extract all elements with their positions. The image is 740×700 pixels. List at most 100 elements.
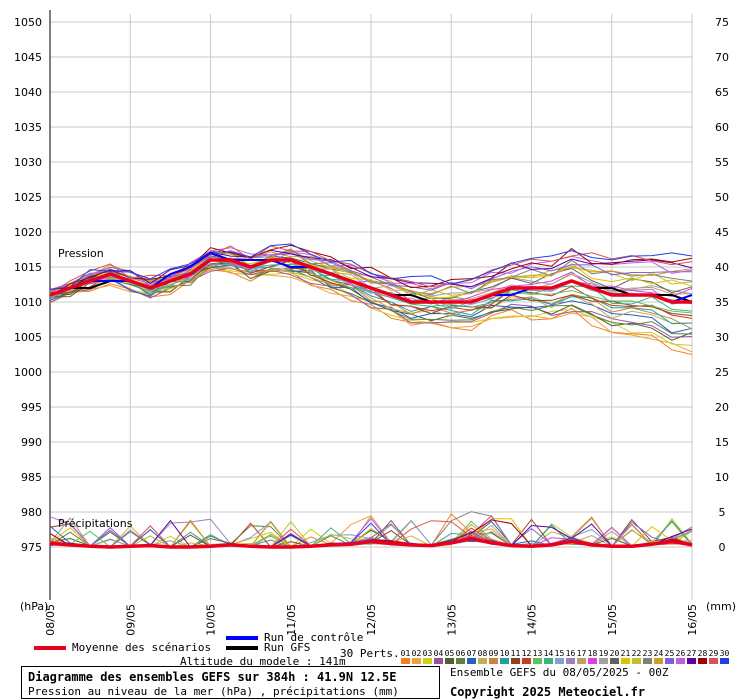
- member-legend-swatch: [687, 658, 696, 664]
- member-legend-item: 06: [455, 649, 466, 664]
- y-right-tick-label: 65: [715, 86, 729, 99]
- member-legend-item: 03: [422, 649, 433, 664]
- member-legend-label: 29: [708, 649, 719, 658]
- member-legend-item: 26: [675, 649, 686, 664]
- y-left-tick-label: 1005: [14, 331, 42, 344]
- member-legend-label: 07: [466, 649, 477, 658]
- y-left-unit: (hPa): [20, 600, 48, 613]
- y-right-unit: (mm): [706, 600, 736, 613]
- y-left-tick-label: 995: [21, 401, 42, 414]
- main-lines: [49, 251, 693, 549]
- y-right-tick-label: 0: [719, 541, 726, 554]
- member-legend-item: 02: [411, 649, 422, 664]
- y-right-tick-label: 60: [715, 121, 729, 134]
- member-legend-swatch: [533, 658, 542, 664]
- legend-control: Run de contrôle: [226, 631, 363, 644]
- y-left-tick-label: 1000: [14, 366, 42, 379]
- y-left-tick-label: 990: [21, 436, 42, 449]
- altitude-label: Altitude du modele : 141m: [180, 655, 346, 668]
- members-legend: 01 02 03 04 05 06 07 08 09 10 11 12 13 14 15 16 17 18 19 20…: [400, 641, 730, 664]
- member-legend-label: 17: [576, 649, 587, 658]
- member-pressure-line: [49, 244, 693, 297]
- x-tick-label: 09/05: [124, 604, 137, 636]
- y-left-tick-label: 1050: [14, 16, 42, 29]
- x-tick-label: 15/05: [606, 604, 619, 636]
- member-legend-label: 16: [565, 649, 576, 658]
- y-right-tick-label: 30: [715, 331, 729, 344]
- member-legend-item: 01: [400, 649, 411, 664]
- member-legend-item: 21: [620, 649, 631, 664]
- member-legend-swatch: [500, 658, 509, 664]
- member-legend-item: 20: [609, 649, 620, 664]
- legend-gfs-label: Run GFS: [264, 641, 311, 654]
- y-right-tick-label: 20: [715, 401, 729, 414]
- member-legend-swatch: [610, 658, 619, 664]
- member-legend-swatch: [445, 658, 454, 664]
- member-legend-item: 10: [499, 649, 510, 664]
- legend-gfs: Run GFS: [226, 641, 310, 654]
- member-legend-swatch: [577, 658, 586, 664]
- footer-title: Diagramme des ensembles GEFS sur 384h : …: [28, 670, 397, 684]
- y-right-tick-label: 10: [715, 471, 729, 484]
- member-legend-label: 28: [697, 649, 708, 658]
- mean-precip-line: [49, 536, 693, 549]
- member-legend-item: 09: [488, 649, 499, 664]
- y-left-tick-label: 1015: [14, 261, 42, 274]
- member-legend-item: 04: [433, 649, 444, 664]
- y-right-tick-label: 75: [715, 16, 729, 29]
- y-left-tick-label: 1045: [14, 51, 42, 64]
- member-legend-item: 15: [554, 649, 565, 664]
- member-pressure-line: [49, 269, 693, 355]
- member-legend-item: 17: [576, 649, 587, 664]
- member-legend-item: 29: [708, 649, 719, 664]
- footer-run: Ensemble GEFS du 08/05/2025 - 00Z: [450, 666, 669, 679]
- footer-copyright: Copyright 2025 Meteociel.fr: [450, 685, 646, 699]
- member-legend-swatch: [511, 658, 520, 664]
- member-pressure-line: [49, 249, 693, 290]
- member-legend-swatch: [412, 658, 421, 664]
- y-right-tick-label: 35: [715, 296, 729, 309]
- member-legend-item: 16: [565, 649, 576, 664]
- member-legend-label: 01: [400, 649, 411, 658]
- x-tick-label: 10/05: [205, 604, 218, 636]
- member-legend-label: 25: [664, 649, 675, 658]
- member-legend-swatch: [588, 658, 597, 664]
- member-legend-label: 13: [532, 649, 543, 658]
- member-legend-item: 22: [631, 649, 642, 664]
- y-axis-left-ticks: 975 980 985 990 995 1000 1005 1010 1015 1020 1025 1…: [14, 16, 42, 554]
- member-legend-swatch: [632, 658, 641, 664]
- member-legend-label: 09: [488, 649, 499, 658]
- member-legend-item: 05: [444, 649, 455, 664]
- member-legend-label: 05: [444, 649, 455, 658]
- y-right-tick-label: 5: [719, 506, 726, 519]
- member-pressure-line: [49, 251, 693, 300]
- member-legend-label: 20: [609, 649, 620, 658]
- y-left-tick-label: 980: [21, 506, 42, 519]
- legend-control-line: [226, 636, 258, 640]
- y-left-tick-label: 1035: [14, 121, 42, 134]
- legend-mean-line: [34, 646, 66, 650]
- member-legend-label: 27: [686, 649, 697, 658]
- member-legend-swatch: [621, 658, 630, 664]
- footer-box: [21, 666, 440, 699]
- member-legend-item: 30: [719, 649, 730, 664]
- member-legend-swatch: [401, 658, 410, 664]
- member-legend-label: 26: [675, 649, 686, 658]
- footer-subtitle: Pression au niveau de la mer (hPa) , pré…: [28, 685, 399, 698]
- member-legend-item: 14: [543, 649, 554, 664]
- x-tick-label: 16/05: [686, 604, 699, 636]
- legend-control-label: Run de contrôle: [264, 631, 364, 644]
- member-legend-item: 08: [477, 649, 488, 664]
- y-left-tick-label: 985: [21, 471, 42, 484]
- member-legend-item: 13: [532, 649, 543, 664]
- member-legend-label: 15: [554, 649, 565, 658]
- y-right-tick-label: 15: [715, 436, 729, 449]
- member-legend-label: 18: [587, 649, 598, 658]
- y-right-tick-label: 40: [715, 261, 729, 274]
- x-tick-label: 12/05: [365, 604, 378, 636]
- member-legend-item: 27: [686, 649, 697, 664]
- x-tick-label: 11/05: [285, 604, 298, 636]
- member-pressure-line: [49, 247, 693, 291]
- member-legend-swatch: [599, 658, 608, 664]
